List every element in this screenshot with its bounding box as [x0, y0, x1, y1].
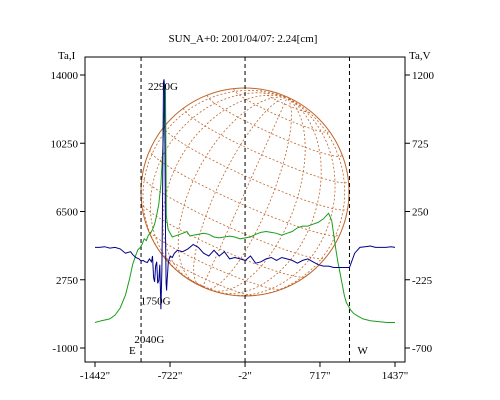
left-axis-label: Ta,I — [58, 50, 76, 62]
disk-meridian — [202, 97, 288, 288]
x-tick-label: 1437" — [382, 370, 409, 382]
disk-meridian — [193, 97, 288, 287]
disk-parallel — [147, 228, 283, 291]
right-tick-label: 1200 — [412, 70, 435, 82]
limb-marker-label: E — [129, 345, 136, 357]
field-annotation: 2040G — [134, 334, 164, 346]
disk-parallel — [233, 89, 330, 133]
field-annotation: 1750G — [141, 296, 171, 308]
axis-ticks: -1442" -722" -2" 717" 1437" 14000 10250 6500 275… — [51, 70, 435, 382]
series-line-i — [94, 84, 395, 323]
x-tick-label: -722" — [158, 370, 183, 382]
left-tick-label: 2750 — [56, 275, 79, 287]
disk-meridian — [202, 97, 336, 296]
disk-parallel — [179, 271, 230, 295]
chart-title: SUN_A+0: 2001/04/07: 2.24[cm] — [169, 33, 318, 45]
left-tick-label: 6500 — [56, 207, 79, 219]
x-tick-label: -1442" — [80, 370, 110, 382]
right-tick-label: 725 — [412, 138, 429, 150]
left-tick-label: 14000 — [51, 70, 79, 82]
field-annotation: 2290G — [148, 81, 178, 93]
disk-meridian — [149, 92, 288, 287]
right-tick-label: -700 — [412, 343, 433, 355]
right-tick-label: 250 — [412, 207, 429, 219]
series-layer — [94, 79, 396, 323]
left-tick-label: -1000 — [52, 343, 78, 355]
disk-meridian — [202, 97, 346, 297]
left-tick-label: 10250 — [51, 138, 79, 150]
right-tick-label: -225 — [412, 275, 433, 287]
disk-meridian — [202, 97, 292, 290]
disk-meridian — [177, 96, 288, 287]
x-tick-label: -2" — [238, 370, 252, 382]
disk-meridian — [202, 97, 306, 292]
x-tick-label: 717" — [309, 370, 330, 382]
disk-parallel — [163, 126, 348, 211]
right-axis-label: Ta,V — [409, 50, 431, 62]
disk-meridian — [162, 94, 288, 287]
disk-parallel — [183, 108, 349, 184]
series-line-v — [95, 79, 396, 310]
limb-marker-label: W — [357, 345, 368, 357]
annotations: 2290G 1750G 2040G — [134, 81, 178, 346]
